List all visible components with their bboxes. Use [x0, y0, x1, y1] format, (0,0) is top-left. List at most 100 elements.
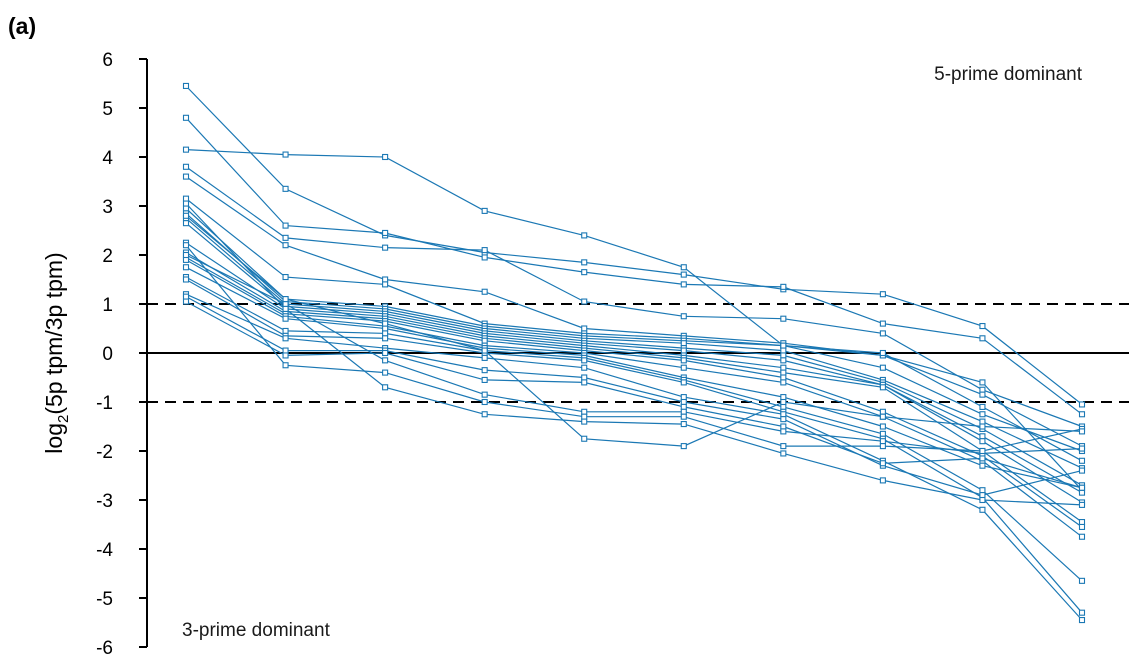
data-point [182, 200, 190, 207]
data-point [581, 413, 588, 420]
data-point [481, 367, 488, 374]
data-point [282, 273, 289, 281]
data-point [282, 185, 289, 192]
data-point [879, 349, 886, 357]
series-line [185, 217, 1083, 486]
series-line [185, 212, 1083, 469]
series-line [185, 203, 1083, 506]
data-point [481, 337, 488, 344]
data-point [182, 146, 190, 153]
data-point [680, 347, 687, 354]
data-point [581, 232, 588, 239]
data-point [182, 220, 190, 227]
data-point [680, 340, 687, 347]
data-point [581, 269, 588, 276]
data-point [1078, 501, 1086, 508]
series-line [185, 293, 1083, 621]
data-point [1078, 489, 1086, 496]
series-24 [182, 212, 1086, 450]
data-point [680, 420, 687, 428]
data-point [780, 423, 787, 430]
data-point [879, 423, 886, 430]
data-point [780, 357, 787, 364]
data-point [382, 384, 389, 391]
series-21 [182, 251, 1086, 457]
series-13 [182, 254, 1086, 531]
y-tick-label: 6 [102, 50, 113, 71]
series-3 [182, 146, 1086, 494]
data-point [1078, 467, 1086, 474]
data-point [282, 300, 289, 308]
y-axis: 6 5 4 3 2 1 0 -1 -2 -3 -4 -5 -6 [96, 50, 148, 658]
y-tick-label: 3 [102, 197, 113, 218]
data-point [780, 369, 787, 376]
y-tick-label: -1 [96, 393, 113, 414]
series-8 [182, 210, 1086, 472]
series-19 [182, 293, 1086, 499]
y-tick-label: -5 [96, 589, 113, 610]
data-point [979, 496, 986, 504]
data-point [780, 352, 787, 359]
series-line [185, 215, 1083, 447]
data-point [382, 281, 389, 288]
data-point [182, 251, 190, 259]
data-point [979, 487, 986, 494]
annotation-5prime: 5-prime dominant [934, 64, 1083, 85]
data-point [382, 330, 389, 337]
data-point [680, 271, 687, 278]
data-point [780, 394, 787, 401]
data-point [1078, 523, 1086, 531]
data-point [182, 293, 190, 300]
series-line [185, 296, 1083, 496]
y-tick-label: 5 [102, 99, 113, 120]
data-point [979, 492, 986, 499]
y-tick-label: -2 [96, 442, 113, 463]
data-point [481, 411, 488, 418]
data-point [780, 379, 787, 386]
y-axis-label: log2(5p tpm/3p tpm) [41, 252, 72, 453]
series-1 [182, 82, 1086, 408]
series-line [185, 251, 1083, 523]
data-point [879, 330, 886, 337]
data-point [680, 364, 687, 371]
data-point [382, 369, 389, 376]
data-point [182, 114, 190, 121]
data-point [481, 391, 488, 398]
y-tick-label: -6 [96, 638, 113, 658]
data-point [979, 322, 986, 330]
data-point [581, 435, 588, 442]
data-point [680, 313, 687, 320]
y-axis-label-sub: 2 [55, 415, 72, 423]
y-tick-label: 4 [102, 148, 113, 169]
data-point [1078, 533, 1086, 540]
data-point [879, 320, 886, 327]
data-point [1078, 428, 1086, 435]
y-tick-label: -3 [96, 491, 113, 512]
data-point [979, 403, 986, 410]
data-point [780, 403, 787, 410]
panel-label: (a) [8, 13, 36, 39]
data-point [979, 411, 986, 418]
y-tick-label: 0 [102, 344, 113, 365]
data-point [780, 347, 787, 354]
series-line [185, 222, 1083, 494]
data-point [680, 379, 687, 386]
series-15 [182, 264, 1086, 491]
data-point [182, 298, 190, 305]
data-point [979, 335, 986, 342]
data-point [481, 354, 488, 361]
data-point [979, 447, 986, 455]
data-point [581, 357, 588, 364]
data-point [382, 153, 389, 161]
series-line [185, 259, 1083, 538]
data-point [581, 259, 588, 266]
data-point [780, 443, 787, 450]
data-point [382, 229, 389, 236]
series-20 [182, 298, 1086, 491]
data-point [282, 335, 289, 342]
data-point [581, 418, 588, 425]
data-point [879, 413, 886, 420]
data-point [282, 222, 289, 229]
data-point [979, 506, 986, 513]
